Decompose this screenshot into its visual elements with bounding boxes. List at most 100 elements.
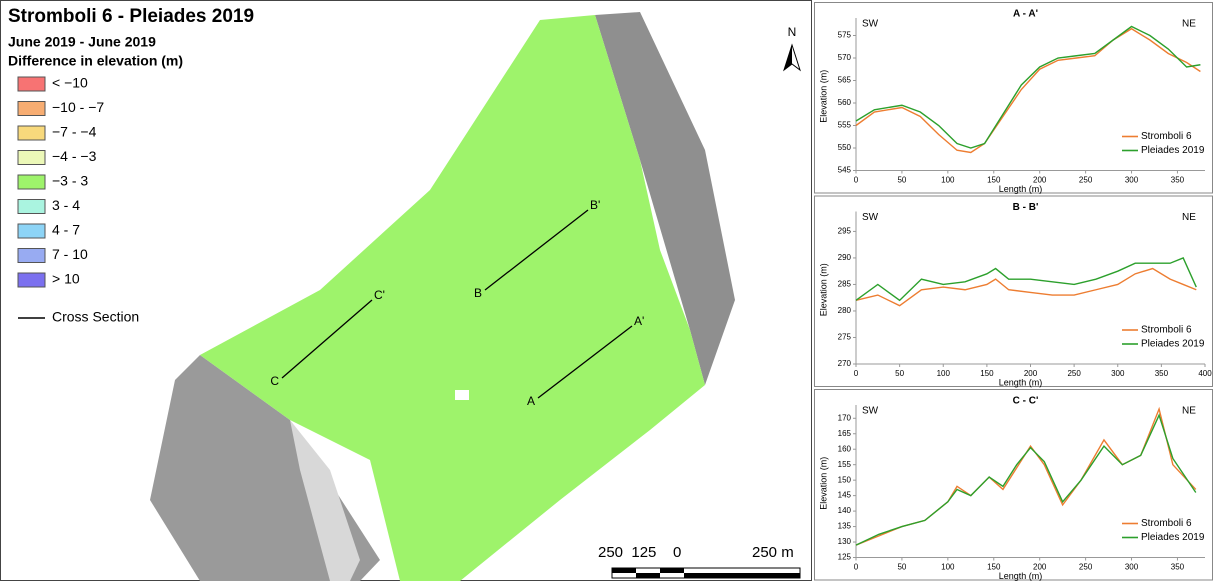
x-tick-label: 250 (1079, 176, 1093, 185)
legend-label: Stromboli 6 (1141, 518, 1192, 529)
legend-swatch (18, 249, 45, 263)
section-label: A' (634, 314, 644, 328)
legend-label: −10 - −7 (52, 99, 104, 115)
figure: Stromboli 6 - Pleiades 2019 June 2019 - J… (0, 0, 1214, 581)
legend-label: −3 - 3 (52, 173, 88, 189)
y-tick-label: 165 (838, 429, 852, 438)
panel-frame (815, 390, 1213, 581)
legend-label: −7 - −4 (52, 124, 97, 140)
y-tick-label: 290 (838, 253, 852, 262)
x-tick-label: 0 (854, 176, 859, 185)
x-tick-label: 350 (1155, 369, 1169, 378)
map-title: Stromboli 6 - Pleiades 2019 (8, 6, 254, 27)
legend-label: 3 - 4 (52, 197, 80, 213)
legend-label: −4 - −3 (52, 148, 97, 164)
y-tick-label: 150 (838, 475, 852, 484)
y-tick-label: 140 (838, 506, 852, 515)
y-tick-label: 280 (838, 306, 852, 315)
section-label: B (474, 286, 482, 300)
y-tick-label: 570 (838, 53, 852, 62)
y-tick-label: 555 (838, 121, 852, 130)
side-label: NE (1182, 212, 1196, 223)
gap (455, 390, 469, 400)
y-tick-label: 125 (838, 553, 852, 562)
x-tick-label: 350 (1171, 563, 1185, 572)
chart-title: B - B' (1013, 202, 1039, 213)
x-tick-label: 400 (1198, 369, 1212, 378)
chart-title: C - C' (1013, 396, 1039, 407)
chart-title: A - A' (1013, 9, 1038, 20)
panel-frame (815, 196, 1213, 387)
y-axis-label: Elevation (m) (818, 263, 828, 316)
legend-label: Cross Section (52, 309, 139, 325)
legend-swatch (18, 126, 45, 140)
section-label: C' (374, 288, 385, 302)
y-tick-label: 550 (838, 143, 852, 152)
scale-label: 250 125 0 (598, 544, 681, 561)
legend-swatch (18, 151, 45, 165)
x-tick-label: 50 (897, 563, 906, 572)
side-label: SW (862, 212, 879, 223)
section-label: A (527, 394, 535, 408)
map-subtitle: June 2019 - June 2019 (8, 34, 156, 50)
x-tick-label: 300 (1111, 369, 1125, 378)
legend-swatch (18, 102, 45, 116)
y-tick-label: 575 (838, 31, 852, 40)
legend-label: 4 - 7 (52, 222, 80, 238)
side-label: SW (862, 406, 879, 417)
legend-swatch (18, 224, 45, 238)
x-tick-label: 100 (937, 369, 951, 378)
legend-label: Stromboli 6 (1141, 131, 1192, 142)
scale-bar (612, 568, 800, 578)
side-label: SW (862, 19, 879, 30)
x-tick-label: 350 (1171, 176, 1185, 185)
scale-label: 250 m (752, 544, 794, 561)
chart-panel: 2702752802852902950501001502002503003504… (815, 196, 1213, 387)
x-tick-label: 0 (854, 563, 859, 572)
section-label: B' (590, 198, 600, 212)
x-axis-label: Length (m) (999, 377, 1043, 387)
north-label: N (788, 25, 797, 39)
y-tick-label: 130 (838, 537, 852, 546)
side-label: NE (1182, 406, 1196, 417)
y-tick-label: 545 (838, 166, 852, 175)
legend-label: Pleiades 2019 (1141, 339, 1205, 350)
x-tick-label: 0 (854, 369, 859, 378)
legend-swatch (18, 200, 45, 214)
y-tick-label: 285 (838, 280, 852, 289)
y-tick-label: 160 (838, 444, 852, 453)
y-axis-label: Elevation (m) (818, 457, 828, 510)
legend-swatch (18, 77, 45, 91)
legend-label: Stromboli 6 (1141, 325, 1192, 336)
legend-label: 7 - 10 (52, 246, 88, 262)
y-tick-label: 145 (838, 491, 852, 500)
x-axis-label: Length (m) (999, 184, 1043, 194)
x-axis-label: Length (m) (999, 571, 1043, 581)
y-tick-label: 275 (838, 333, 852, 342)
x-tick-label: 50 (897, 176, 906, 185)
y-tick-label: 170 (838, 413, 852, 422)
y-axis-label: Elevation (m) (818, 70, 828, 123)
legend-label: < −10 (52, 75, 88, 91)
y-tick-label: 155 (838, 460, 852, 469)
y-tick-label: 560 (838, 98, 852, 107)
x-tick-label: 150 (980, 369, 994, 378)
legend-label: Pleiades 2019 (1141, 145, 1205, 156)
x-tick-label: 300 (1125, 563, 1139, 572)
x-tick-label: 50 (895, 369, 904, 378)
y-tick-label: 565 (838, 76, 852, 85)
section-label: C (270, 374, 279, 388)
x-tick-label: 250 (1079, 563, 1093, 572)
x-tick-label: 300 (1125, 176, 1139, 185)
x-tick-label: 100 (941, 563, 955, 572)
legend-label: > 10 (52, 271, 80, 287)
legend-title: Difference in elevation (m) (8, 53, 183, 69)
y-tick-label: 295 (838, 227, 852, 236)
y-tick-label: 270 (838, 359, 852, 368)
side-label: NE (1182, 19, 1196, 30)
legend-label: Pleiades 2019 (1141, 532, 1205, 543)
y-tick-label: 135 (838, 522, 852, 531)
legend-swatch (18, 175, 45, 189)
